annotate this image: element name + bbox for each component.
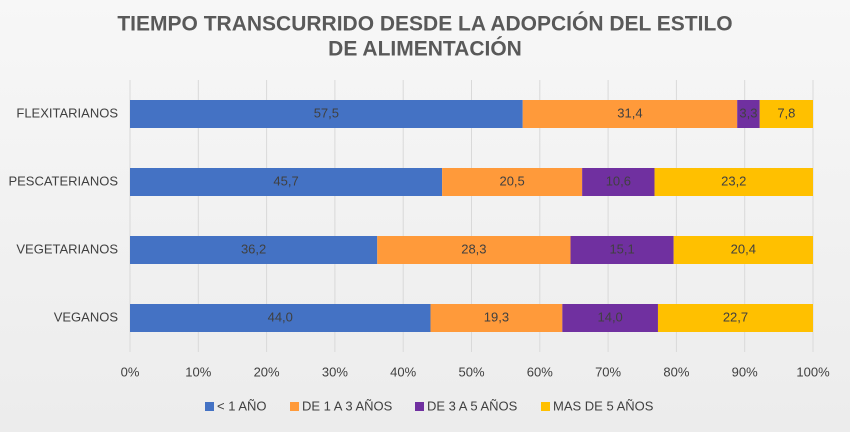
legend-swatch	[290, 402, 299, 411]
legend-swatch	[415, 402, 424, 411]
legend-label: MAS DE 5 AÑOS	[553, 398, 654, 413]
data-label: 23,2	[721, 173, 746, 188]
x-tick-label: 60%	[527, 364, 553, 379]
data-label: 57,5	[314, 105, 339, 120]
legend-label: DE 1 A 3 AÑOS	[302, 398, 393, 413]
y-tick-label: PESCATERIANOS	[8, 173, 118, 188]
bar-segment	[522, 100, 738, 128]
legend-swatch	[205, 402, 214, 411]
bar-segment	[654, 168, 813, 196]
bar-segment	[759, 100, 813, 128]
x-tick-label: 10%	[185, 364, 211, 379]
data-label: 20,5	[499, 173, 524, 188]
data-label: 10,6	[606, 173, 631, 188]
y-tick-label: FLEXITARIANOS	[16, 105, 118, 120]
x-tick-label: 30%	[322, 364, 348, 379]
data-label: 31,4	[617, 105, 642, 120]
bar-segment	[442, 168, 583, 196]
y-tick-label: VEGANOS	[54, 309, 119, 324]
data-label: 19,3	[484, 309, 509, 324]
data-label: 45,7	[273, 173, 298, 188]
x-tick-label: 50%	[458, 364, 484, 379]
bar-segment	[582, 168, 655, 196]
legend-swatch	[541, 402, 550, 411]
bar-segment	[377, 236, 571, 264]
data-label: 3,3	[739, 105, 757, 120]
x-tick-label: 0%	[121, 364, 140, 379]
y-tick-label: VEGETARIANOS	[16, 241, 118, 256]
bar-segment	[570, 236, 674, 264]
x-tick-label: 70%	[595, 364, 621, 379]
chart-title: TIEMPO TRANSCURRIDO DESDE LA ADOPCIÓN DE…	[117, 12, 732, 36]
bar-segment	[430, 304, 563, 332]
x-tick-label: 20%	[254, 364, 280, 379]
data-label: 44,0	[268, 309, 293, 324]
bar-segment	[130, 168, 443, 196]
data-label: 7,8	[777, 105, 795, 120]
bar-segment	[562, 304, 658, 332]
data-label: 20,4	[731, 241, 756, 256]
legend-label: < 1 AÑO	[217, 398, 267, 413]
data-label: 22,7	[723, 309, 748, 324]
x-tick-label: 100%	[796, 364, 830, 379]
bar-segment	[737, 100, 760, 128]
bar-segment	[130, 100, 523, 128]
bar-segment	[130, 236, 378, 264]
data-label: 28,3	[461, 241, 486, 256]
bar-segment	[130, 304, 431, 332]
data-label: 36,2	[241, 241, 266, 256]
x-tick-label: 80%	[663, 364, 689, 379]
x-tick-label: 90%	[732, 364, 758, 379]
data-label: 14,0	[597, 309, 622, 324]
bar-segment	[673, 236, 813, 264]
chart-title: DE ALIMENTACIÓN	[328, 37, 522, 61]
legend-label: DE 3 A 5 AÑOS	[427, 398, 518, 413]
x-tick-label: 40%	[390, 364, 416, 379]
data-label: 15,1	[609, 241, 634, 256]
bar-segment	[657, 304, 813, 332]
